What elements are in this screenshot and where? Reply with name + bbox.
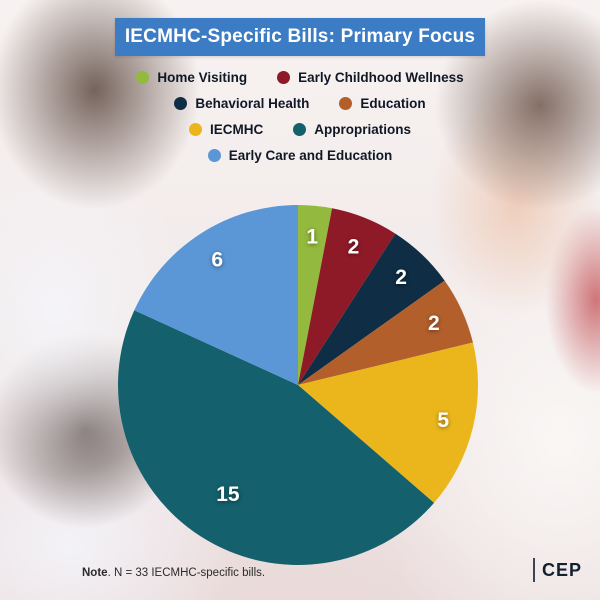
pie-slice-value: 2 <box>395 266 407 289</box>
cep-logo: CEP <box>532 558 582 582</box>
pie-slice-value: 6 <box>211 248 223 271</box>
legend-item-label: IECMHC <box>210 122 264 137</box>
legend-item-label: Early Care and Education <box>228 148 393 163</box>
legend-item-early-care-and-education: Early Care and Education <box>207 148 393 163</box>
note-text: . N = 33 IECMHC-specific bills. <box>107 567 266 579</box>
pie-slice-0 <box>298 205 333 385</box>
pie-slice-6 <box>134 205 298 385</box>
chart-legend: Home Visiting Early Childhood Wellness B… <box>0 70 600 163</box>
legend-dot-icon <box>174 97 188 110</box>
pie-slice-value: 2 <box>348 235 360 258</box>
pie-slice-value: 5 <box>437 409 449 432</box>
pie-chart-container: 1 2 2 2 5 15 6 <box>116 203 480 567</box>
legend-item-home-visiting: Home Visiting <box>136 70 247 85</box>
legend-item-appropriations: Appropriations <box>293 122 411 137</box>
pie-slice-3 <box>298 280 473 385</box>
legend-item-education: Education <box>339 96 426 111</box>
legend-item-label: Behavioral Health <box>195 96 310 111</box>
legend-item-label: Early Childhood Wellness <box>298 70 464 85</box>
pie-slice-1 <box>298 208 396 385</box>
legend-dot-icon <box>277 71 291 84</box>
legend-row: Early Care and Education <box>207 148 393 163</box>
legend-dot-icon <box>136 71 150 84</box>
legend-item-iecmhc: IECMHC <box>189 122 263 137</box>
legend-item-label: Appropriations <box>314 122 411 137</box>
pie-slice-value: 15 <box>216 483 240 506</box>
legend-row: IECMHC Appropriations <box>189 122 411 137</box>
chart-note: Note. N = 33 IECMHC-specific bills. <box>82 567 265 579</box>
page-title: IECMHC-Specific Bills: Primary Focus <box>124 26 476 47</box>
note-label: Note <box>82 567 108 579</box>
legend-item-label: Home Visiting <box>157 70 248 85</box>
pie-slice-4 <box>298 342 479 503</box>
pie-slice-value: 2 <box>428 312 440 335</box>
legend-dot-icon <box>207 149 221 162</box>
pie-slice-value: 1 <box>306 225 318 248</box>
legend-row: Home Visiting Early Childhood Wellness <box>136 70 464 85</box>
pie-slice-5 <box>118 310 435 565</box>
title-bar: IECMHC-Specific Bills: Primary Focus <box>115 18 485 56</box>
pie-slice-2 <box>298 233 445 385</box>
legend-dot-icon <box>293 123 307 136</box>
legend-dot-icon <box>339 97 353 110</box>
legend-row: Behavioral Health Education <box>174 96 426 111</box>
legend-dot-icon <box>189 123 202 136</box>
legend-item-label: Education <box>360 96 426 111</box>
legend-item-early-childhood-wellness: Early Childhood Wellness <box>277 70 464 85</box>
legend-item-behavioral-health: Behavioral Health <box>174 96 309 111</box>
